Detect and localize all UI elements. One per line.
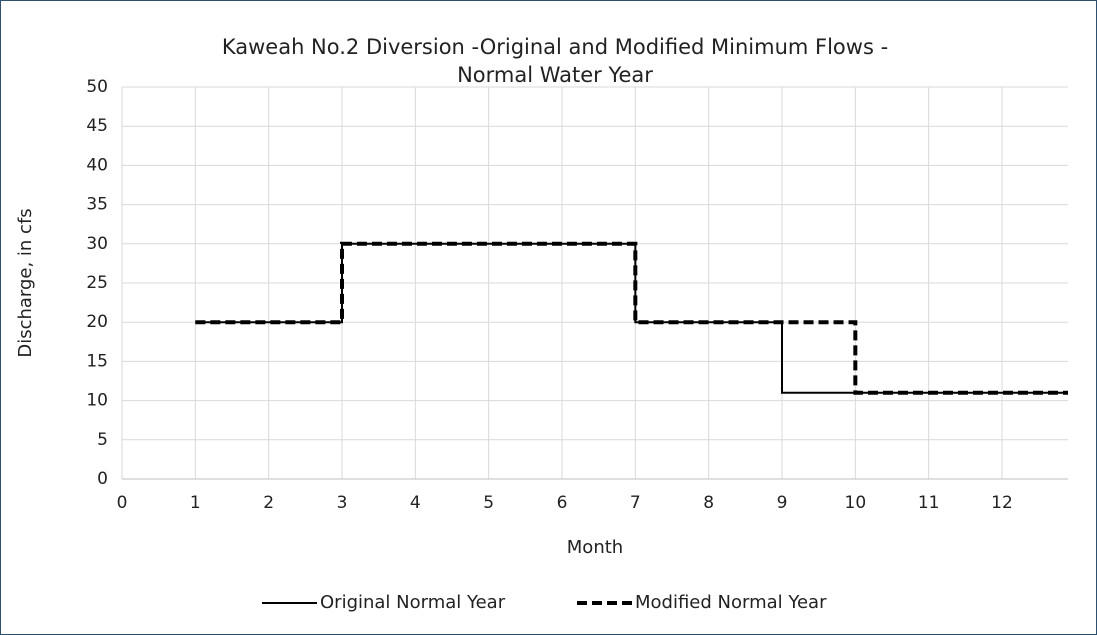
- x-tick-label: 10: [845, 493, 867, 513]
- y-tick-label: 25: [86, 273, 108, 293]
- x-tick-label: 4: [410, 493, 421, 513]
- x-tick-label: 3: [337, 493, 348, 513]
- x-tick-label: 8: [703, 493, 714, 513]
- legend-label: Modified Normal Year: [635, 592, 827, 613]
- chart-title: Normal Water Year: [457, 63, 653, 87]
- y-tick-label: 5: [97, 430, 108, 450]
- x-axis-label: Month: [567, 537, 623, 558]
- x-tick-label: 6: [557, 493, 568, 513]
- y-tick-label: 35: [86, 195, 108, 215]
- x-tick-label: 12: [991, 493, 1013, 513]
- chart-title: Kaweah No.2 Diversion -Original and Modi…: [222, 35, 888, 59]
- x-tick-label: 9: [777, 493, 788, 513]
- legend-label: Original Normal Year: [320, 592, 506, 613]
- data-line: [195, 241, 1068, 395]
- x-tick-label: 0: [117, 493, 128, 513]
- y-tick-label: 10: [86, 391, 108, 411]
- x-tick-label: 1: [190, 493, 201, 513]
- y-tick-label: 30: [86, 234, 108, 254]
- y-tick-label: 15: [86, 351, 108, 371]
- x-tick-label: 7: [630, 493, 641, 513]
- x-tick-label: 11: [918, 493, 940, 513]
- y-tick-label: 50: [86, 77, 108, 97]
- y-tick-label: 45: [86, 116, 108, 136]
- y-tick-label: 0: [97, 469, 108, 489]
- y-tick-label: 40: [86, 155, 108, 175]
- y-axis-label: Discharge, in cfs: [15, 208, 36, 357]
- x-tick-label: 5: [483, 493, 494, 513]
- x-tick-label: 2: [263, 493, 274, 513]
- y-tick-label: 20: [86, 312, 108, 332]
